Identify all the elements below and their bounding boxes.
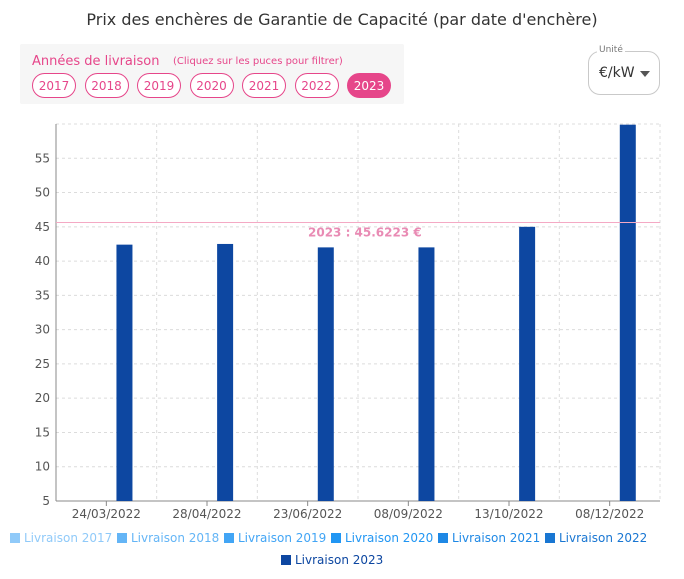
legend-label: Livraison 2020 xyxy=(345,531,434,545)
x-tick-label: 08/12/2022 xyxy=(575,507,644,521)
chevron-down-icon xyxy=(640,71,650,77)
chip-2017[interactable]: 2017 xyxy=(32,73,76,98)
delivery-year-filter: Années de livraison (Cliquez sur les puc… xyxy=(20,44,404,104)
legend-label: Livraison 2019 xyxy=(238,531,327,545)
legend-label: Livraison 2023 xyxy=(295,553,384,567)
chip-2021[interactable]: 2021 xyxy=(242,73,286,98)
legend-label: Livraison 2017 xyxy=(24,531,113,545)
x-tick-label: 08/09/2022 xyxy=(374,507,443,521)
x-tick-label: 13/10/2022 xyxy=(474,507,543,521)
y-tick-label: 30 xyxy=(35,323,50,337)
chip-2020[interactable]: 2020 xyxy=(189,73,234,98)
legend-label: Livraison 2021 xyxy=(452,531,541,545)
y-tick-label: 50 xyxy=(35,186,50,200)
bar-08/12/2022 xyxy=(619,124,636,501)
y-tick-label: 20 xyxy=(35,391,50,405)
chart-title: Prix des enchères de Garantie de Capacit… xyxy=(86,10,598,29)
y-tick-label: 45 xyxy=(35,220,50,234)
unit-caption: Unité xyxy=(597,45,625,55)
y-tick-label: 15 xyxy=(35,425,50,439)
legend-label: Livraison 2018 xyxy=(131,531,220,545)
legend-swatch xyxy=(10,533,20,543)
bar-23/06/2022 xyxy=(317,247,334,501)
legend-swatch xyxy=(438,533,448,543)
y-tick-label: 55 xyxy=(35,151,50,165)
filter-label: Années de livraison xyxy=(32,54,160,69)
chip-2022[interactable]: 2022 xyxy=(294,73,339,98)
chip-2018[interactable]: 2018 xyxy=(84,73,129,98)
x-tick-label: 23/06/2022 xyxy=(273,507,342,521)
y-tick-label: 35 xyxy=(35,288,50,302)
legend-label: Livraison 2022 xyxy=(559,531,648,545)
y-tick-label: 40 xyxy=(35,254,50,268)
reference-line-label: 2023 : 45.6223 € xyxy=(308,226,422,240)
unit-select[interactable]: Unité €/kW xyxy=(588,45,660,95)
y-tick-label: 10 xyxy=(35,460,50,474)
y-tick-label: 25 xyxy=(35,357,50,371)
filter-hint: (Cliquez sur les puces pour filtrer) xyxy=(173,56,343,67)
bar-13/10/2022 xyxy=(519,226,536,501)
legend-swatch xyxy=(117,533,127,543)
unit-value: €/kW xyxy=(599,65,635,81)
bar-chart: 5 10 15 20 25 30 35 40 45 50 55 24/03/2022 28/04/202… xyxy=(35,123,661,521)
legend-swatch xyxy=(545,533,555,543)
legend-swatch xyxy=(331,533,341,543)
legend-swatch xyxy=(224,533,234,543)
bar-08/09/2022 xyxy=(418,247,435,501)
x-tick-label: 24/03/2022 xyxy=(72,507,141,521)
y-tick-label: 5 xyxy=(42,494,50,508)
chip-2023[interactable]: 2023 xyxy=(347,73,391,98)
bar-28/04/2022 xyxy=(217,243,234,502)
x-tick-label: 28/04/2022 xyxy=(172,507,241,521)
legend-swatch xyxy=(281,555,291,565)
chip-2019[interactable]: 2019 xyxy=(137,73,181,98)
bar-24/03/2022 xyxy=(116,244,133,501)
